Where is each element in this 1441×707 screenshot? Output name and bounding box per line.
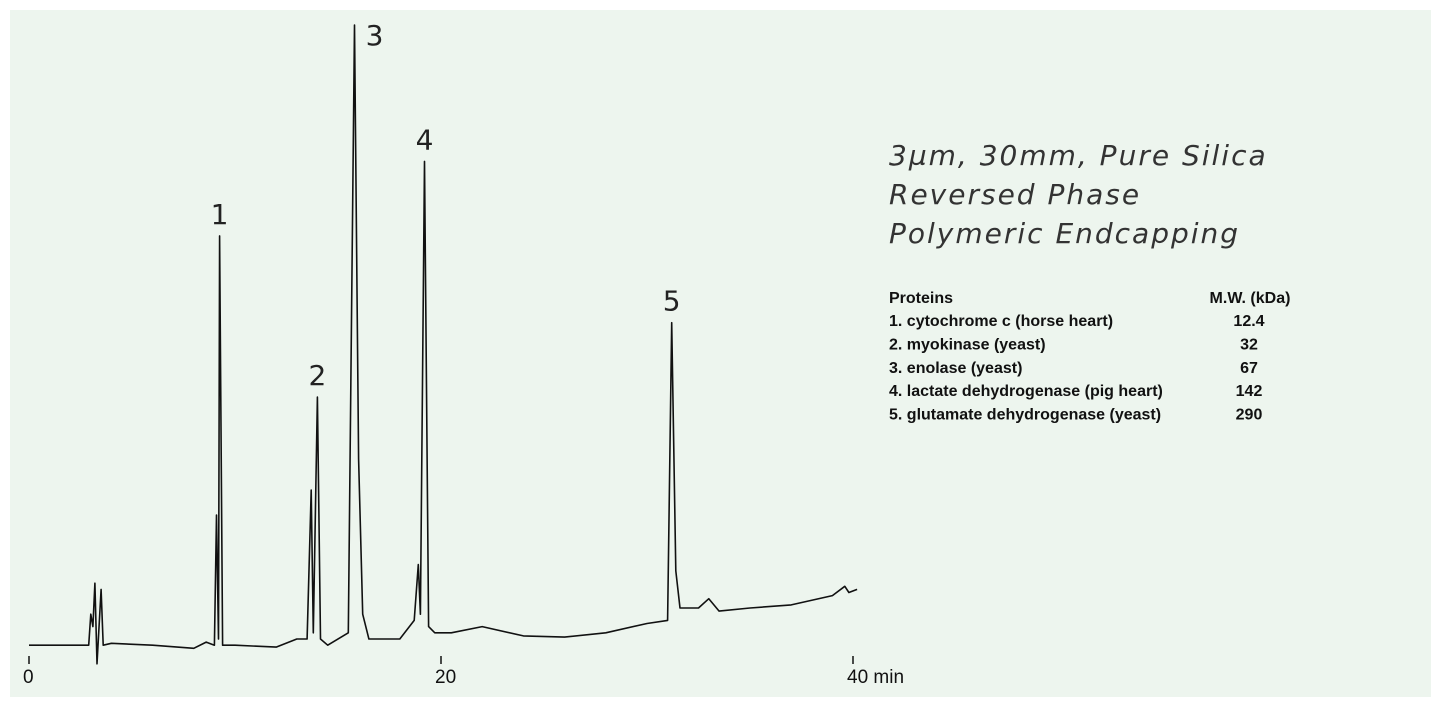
- table-cell: 142: [1236, 383, 1263, 400]
- x-tick-label: 20: [435, 667, 456, 688]
- table-cell: 290: [1236, 407, 1263, 424]
- peak-label: 5: [663, 285, 681, 318]
- panel: [10, 10, 1431, 697]
- table-cell: 32: [1240, 336, 1258, 353]
- table-cell: 1. cytochrome c (horse heart): [889, 313, 1113, 330]
- peak-label: 2: [308, 359, 326, 392]
- table-header: M.W. (kDa): [1210, 290, 1291, 307]
- table-cell: 5. glutamate dehydrogenase (yeast): [889, 407, 1161, 424]
- trace: [29, 24, 858, 665]
- description: Polymeric Endcapping: [889, 217, 1240, 250]
- x-tick-label: 40 min: [847, 667, 904, 688]
- table-cell: 2. myokinase (yeast): [889, 336, 1046, 353]
- peak-label: 1: [211, 198, 229, 231]
- description: Reversed Phase: [889, 178, 1141, 211]
- peak-label: 4: [416, 123, 434, 156]
- peak-label: 3: [366, 19, 384, 52]
- description: 3µm, 30mm, Pure Silica: [889, 139, 1268, 172]
- table-cell: 3. enolase (yeast): [889, 360, 1022, 377]
- table-cell: 12.4: [1233, 313, 1264, 330]
- table-header: Proteins: [889, 290, 953, 307]
- x-tick-label: 0: [23, 667, 34, 688]
- table-cell: 4. lactate dehydrogenase (pig heart): [889, 383, 1163, 400]
- table-cell: 67: [1240, 360, 1258, 377]
